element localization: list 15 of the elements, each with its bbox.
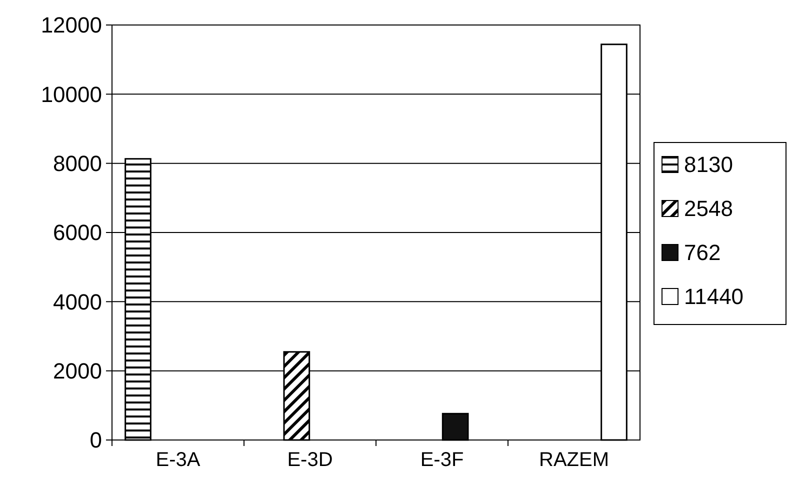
legend-label: 762 xyxy=(684,240,721,266)
y-tick-label: 12000 xyxy=(40,12,102,38)
y-tick-label: 4000 xyxy=(53,289,102,314)
x-tick-label: E-3F xyxy=(420,449,464,471)
y-tick-label: 6000 xyxy=(53,220,102,246)
y-tick-label: 10000 xyxy=(40,82,102,107)
x-tick-label: E-3A xyxy=(156,449,201,471)
y-tick-label: 8000 xyxy=(53,151,102,176)
legend-label: 11440 xyxy=(684,284,744,310)
x-tick-label: RAZEM xyxy=(539,449,609,471)
x-tick-label: E-3D xyxy=(287,449,333,471)
legend-label: 2548 xyxy=(684,196,733,222)
legend-label: 8130 xyxy=(684,152,733,178)
y-tick-label: 0 xyxy=(90,428,102,453)
y-tick-label: 2000 xyxy=(53,358,102,384)
